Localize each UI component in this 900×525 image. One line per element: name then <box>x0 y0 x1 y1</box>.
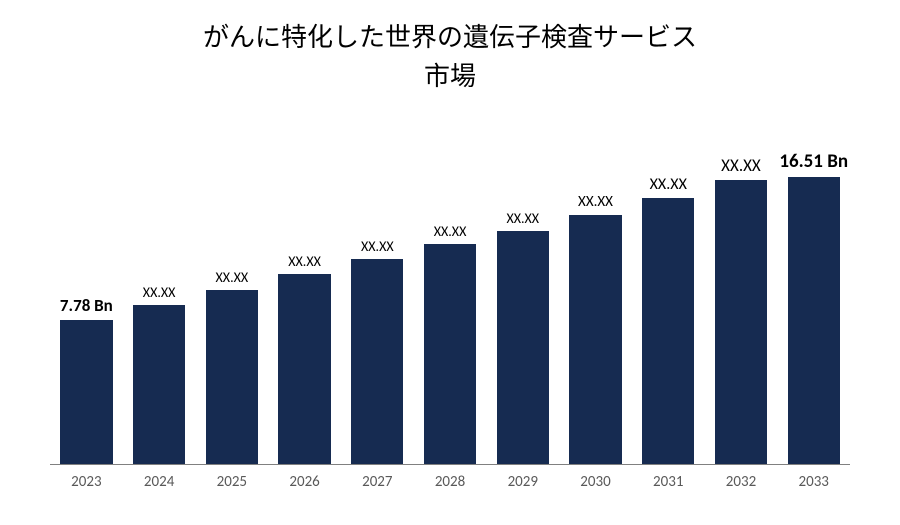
bar-wrap: XX.XX <box>705 150 778 464</box>
x-axis-label: 2023 <box>50 473 123 491</box>
x-axis-label: 2033 <box>777 473 850 491</box>
bar-wrap: XX.XX <box>195 150 268 464</box>
bar <box>715 180 767 464</box>
bar <box>206 290 258 464</box>
bar-value-label: XX.XX <box>721 155 761 176</box>
x-axis-label: 2030 <box>559 473 632 491</box>
bar-value-label: XX.XX <box>434 223 467 240</box>
bar <box>278 274 330 464</box>
bar-value-label: XX.XX <box>143 284 176 301</box>
bar-wrap: 7.78 Bn <box>50 150 123 464</box>
bar <box>569 215 621 464</box>
bar <box>133 305 185 464</box>
x-axis-label: 2028 <box>414 473 487 491</box>
bar-wrap: XX.XX <box>123 150 196 464</box>
bar <box>642 198 694 464</box>
bar <box>60 320 112 464</box>
bar-wrap: XX.XX <box>486 150 559 464</box>
bar-wrap: XX.XX <box>341 150 414 464</box>
bar-wrap: 16.51 Bn <box>777 150 850 464</box>
bar-chart: 7.78 Bn XX.XX XX.XX XX.XX XX.XX XX.XX XX.XX XX.… <box>50 150 850 465</box>
x-axis-label: 2032 <box>705 473 778 491</box>
bar-value-label: XX.XX <box>650 175 687 194</box>
x-axis-label: 2026 <box>268 473 341 491</box>
bar-wrap: XX.XX <box>414 150 487 464</box>
bar-wrap: XX.XX <box>559 150 632 464</box>
x-axis-label: 2029 <box>486 473 559 491</box>
chart-title: がんに特化した世界の遺伝子検査サービス 市場 <box>0 0 900 96</box>
bar-value-label: 16.51 Bn <box>779 150 848 173</box>
bar-value-label: XX.XX <box>216 269 249 286</box>
x-axis-label: 2031 <box>632 473 705 491</box>
bar <box>497 231 549 464</box>
chart-title-line1: がんに特化した世界の遺伝子検査サービス <box>0 18 900 57</box>
x-axis-label: 2027 <box>341 473 414 491</box>
bar-value-label: 7.78 Bn <box>60 295 113 316</box>
bar-value-label: XX.XX <box>578 193 613 211</box>
bar <box>424 244 476 464</box>
bar-value-label: XX.XX <box>506 210 539 227</box>
bar-wrap: XX.XX <box>632 150 705 464</box>
x-axis-label: 2024 <box>123 473 196 491</box>
x-axis: 2023202420252026202720282029203020312032… <box>50 473 850 491</box>
bar-value-label: XX.XX <box>288 253 321 270</box>
bar <box>351 259 403 464</box>
bar-wrap: XX.XX <box>268 150 341 464</box>
chart-title-line2: 市場 <box>0 57 900 96</box>
x-axis-label: 2025 <box>195 473 268 491</box>
bar <box>788 177 840 464</box>
bar-value-label: XX.XX <box>361 238 394 255</box>
